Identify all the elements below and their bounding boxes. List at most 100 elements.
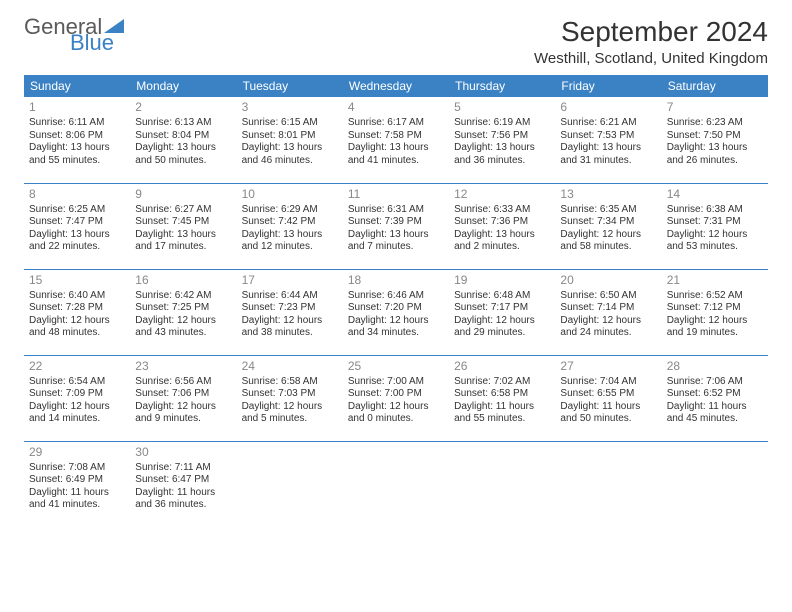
daylight-line: Daylight: 13 hours and 22 minutes.: [29, 229, 125, 254]
day-number: 1: [29, 100, 125, 115]
daylight-line: Daylight: 13 hours and 7 minutes.: [348, 229, 444, 254]
day-number: 13: [560, 187, 656, 202]
sunrise-line: Sunrise: 6:21 AM: [560, 117, 656, 130]
daylight-line: Daylight: 13 hours and 36 minutes.: [454, 142, 550, 167]
sunrise-line: Sunrise: 6:27 AM: [135, 204, 231, 217]
calendar-cell: [555, 441, 661, 527]
calendar-cell: [662, 441, 768, 527]
calendar-cell: 26 Sunrise: 7:02 AMSunset: 6:58 PMDayligh…: [449, 355, 555, 441]
calendar-row: 15Sunrise: 6:40 AMSunset: 7:28 PMDayligh…: [24, 269, 768, 355]
calendar-cell: 14Sunrise: 6:38 AMSunset: 7:31 PMDayligh…: [662, 183, 768, 269]
sunset-line: Sunset: 6:47 PM: [135, 474, 231, 487]
sunset-line: Sunset: 7:42 PM: [242, 216, 338, 229]
day-number: 15: [29, 273, 125, 288]
page-header: General Blue September 2024 Westhill, Sc…: [24, 16, 768, 67]
logo: General Blue: [24, 16, 124, 54]
daylight-line: Daylight: 13 hours and 12 minutes.: [242, 229, 338, 254]
sunset-line: Sunset: 7:56 PM: [454, 130, 550, 143]
day-number: 18: [348, 273, 444, 288]
day-number: 26: [454, 359, 550, 374]
sunset-line: Sunset: 7:06 PM: [135, 388, 231, 401]
daylight-line: Daylight: 13 hours and 26 minutes.: [667, 142, 763, 167]
sunset-line: Sunset: 7:28 PM: [29, 302, 125, 315]
daylight-line: Daylight: 12 hours and 5 minutes.: [242, 401, 338, 426]
calendar-cell: 1Sunrise: 6:11 AMSunset: 8:06 PMDaylight…: [24, 97, 130, 183]
sunset-line: Sunset: 7:09 PM: [29, 388, 125, 401]
calendar-cell: 4Sunrise: 6:17 AMSunset: 7:58 PMDaylight…: [343, 97, 449, 183]
sunrise-line: Sunrise: 7:00 AM: [348, 376, 444, 389]
calendar-cell: 16Sunrise: 6:42 AMSunset: 7:25 PMDayligh…: [130, 269, 236, 355]
daylight-line: Daylight: 11 hours and 55 minutes.: [454, 401, 550, 426]
sunrise-line: Sunrise: 6:52 AM: [667, 290, 763, 303]
daylight-line: Daylight: 11 hours and 50 minutes.: [560, 401, 656, 426]
month-title: September 2024: [534, 16, 768, 48]
calendar-cell: 11Sunrise: 6:31 AMSunset: 7:39 PMDayligh…: [343, 183, 449, 269]
daylight-line: Daylight: 13 hours and 55 minutes.: [29, 142, 125, 167]
sunrise-line: Sunrise: 6:25 AM: [29, 204, 125, 217]
day-number: 28: [667, 359, 763, 374]
daylight-line: Daylight: 12 hours and 48 minutes.: [29, 315, 125, 340]
daylight-line: Daylight: 13 hours and 2 minutes.: [454, 229, 550, 254]
daylight-line: Daylight: 11 hours and 36 minutes.: [135, 487, 231, 512]
sunset-line: Sunset: 7:17 PM: [454, 302, 550, 315]
sunset-line: Sunset: 7:58 PM: [348, 130, 444, 143]
day-number: 12: [454, 187, 550, 202]
sunrise-line: Sunrise: 6:44 AM: [242, 290, 338, 303]
sunset-line: Sunset: 7:03 PM: [242, 388, 338, 401]
day-number: 19: [454, 273, 550, 288]
calendar-cell: 6Sunrise: 6:21 AMSunset: 7:53 PMDaylight…: [555, 97, 661, 183]
calendar-cell: 15 Sunrise: 6:40 AMSunset: 7:28 PMDayligh…: [24, 269, 130, 355]
weekday-friday: Friday: [555, 75, 661, 97]
calendar-cell: 25Sunrise: 7:00 AMSunset: 7:00 PMDayligh…: [343, 355, 449, 441]
sunset-line: Sunset: 7:31 PM: [667, 216, 763, 229]
calendar-cell: 24Sunrise: 6:58 AMSunset: 7:03 PMDayligh…: [237, 355, 343, 441]
daylight-line: Daylight: 13 hours and 46 minutes.: [242, 142, 338, 167]
sunrise-line: Sunrise: 6:40 AM: [29, 290, 125, 303]
sunrise-line: Sunrise: 6:19 AM: [454, 117, 550, 130]
calendar-row: 8Sunrise: 6:25 AMSunset: 7:47 PMDaylight…: [24, 183, 768, 269]
sunset-line: Sunset: 7:20 PM: [348, 302, 444, 315]
day-number: 6: [560, 100, 656, 115]
calendar-cell: 21Sunrise: 6:52 AMSunset: 7:12 PMDayligh…: [662, 269, 768, 355]
daylight-line: Daylight: 13 hours and 50 minutes.: [135, 142, 231, 167]
calendar-cell: [343, 441, 449, 527]
calendar-cell: 17Sunrise: 6:44 AMSunset: 7:23 PMDayligh…: [237, 269, 343, 355]
day-number: 5: [454, 100, 550, 115]
weekday-sunday: Sunday: [24, 75, 130, 97]
sunrise-line: Sunrise: 7:02 AM: [454, 376, 550, 389]
sunrise-line: Sunrise: 6:23 AM: [667, 117, 763, 130]
day-number: 7: [667, 100, 763, 115]
location-text: Westhill, Scotland, United Kingdom: [534, 50, 768, 67]
sunset-line: Sunset: 7:47 PM: [29, 216, 125, 229]
day-number: 30: [135, 445, 231, 460]
daylight-line: Daylight: 12 hours and 9 minutes.: [135, 401, 231, 426]
calendar-cell: 30Sunrise: 7:11 AMSunset: 6:47 PMDayligh…: [130, 441, 236, 527]
day-number: 4: [348, 100, 444, 115]
sunset-line: Sunset: 8:06 PM: [29, 130, 125, 143]
sunrise-line: Sunrise: 6:58 AM: [242, 376, 338, 389]
calendar-cell: 8Sunrise: 6:25 AMSunset: 7:47 PMDaylight…: [24, 183, 130, 269]
day-number: 21: [667, 273, 763, 288]
calendar-cell: 19Sunrise: 6:48 AMSunset: 7:17 PMDayligh…: [449, 269, 555, 355]
sunrise-line: Sunrise: 6:17 AM: [348, 117, 444, 130]
sunset-line: Sunset: 8:04 PM: [135, 130, 231, 143]
daylight-line: Daylight: 13 hours and 17 minutes.: [135, 229, 231, 254]
daylight-line: Daylight: 11 hours and 45 minutes.: [667, 401, 763, 426]
sunset-line: Sunset: 7:53 PM: [560, 130, 656, 143]
sunset-line: Sunset: 7:12 PM: [667, 302, 763, 315]
weekday-monday: Monday: [130, 75, 236, 97]
sunset-line: Sunset: 7:50 PM: [667, 130, 763, 143]
day-number: 20: [560, 273, 656, 288]
calendar-row: 1Sunrise: 6:11 AMSunset: 8:06 PMDaylight…: [24, 97, 768, 183]
daylight-line: Daylight: 11 hours and 41 minutes.: [29, 487, 125, 512]
day-number: 2: [135, 100, 231, 115]
sunrise-line: Sunrise: 6:35 AM: [560, 204, 656, 217]
daylight-line: Daylight: 12 hours and 0 minutes.: [348, 401, 444, 426]
sunrise-line: Sunrise: 6:50 AM: [560, 290, 656, 303]
calendar-cell: 23Sunrise: 6:56 AMSunset: 7:06 PMDayligh…: [130, 355, 236, 441]
day-number: 29: [29, 445, 125, 460]
calendar-cell: 9Sunrise: 6:27 AMSunset: 7:45 PMDaylight…: [130, 183, 236, 269]
daylight-line: Daylight: 12 hours and 38 minutes.: [242, 315, 338, 340]
sunset-line: Sunset: 6:58 PM: [454, 388, 550, 401]
sunrise-line: Sunrise: 7:08 AM: [29, 462, 125, 475]
